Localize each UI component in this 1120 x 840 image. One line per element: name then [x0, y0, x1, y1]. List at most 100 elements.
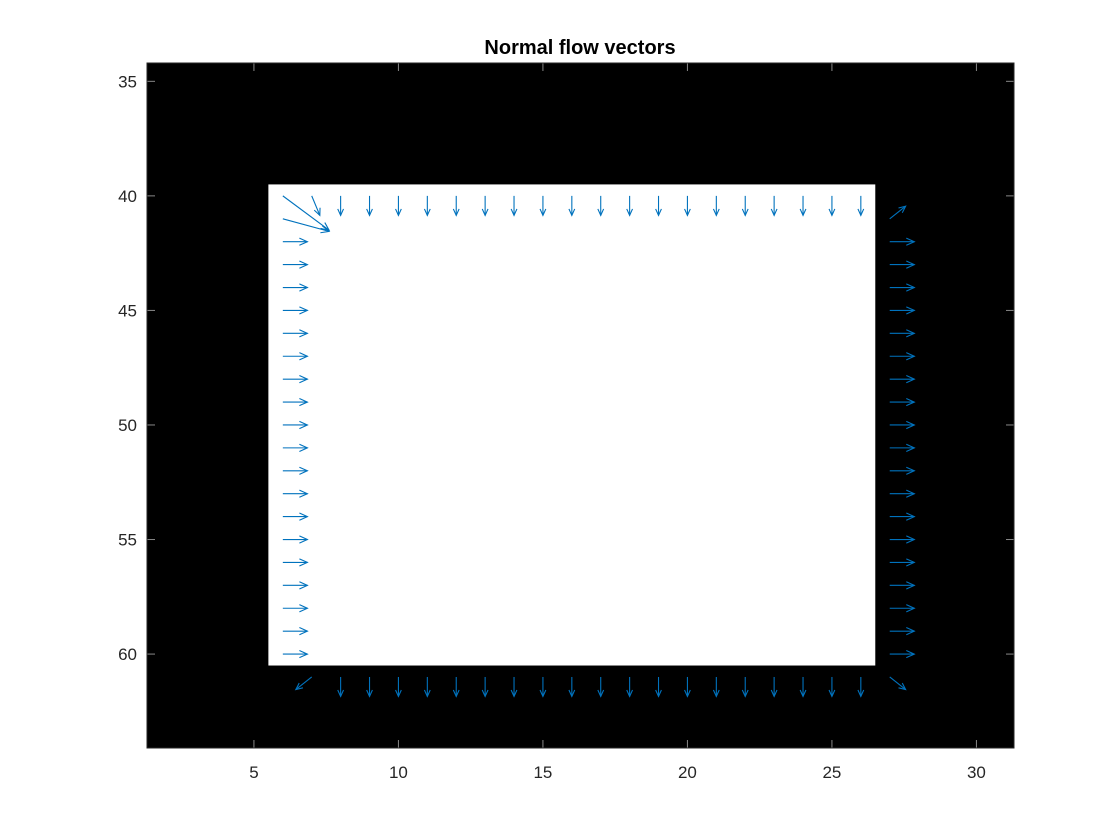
flow-vector [282, 283, 309, 292]
flow-vector [799, 195, 807, 217]
flow-vector [282, 420, 309, 430]
flow-vector [889, 466, 916, 475]
y-tick-label: 60 [118, 645, 137, 664]
flow-vector [282, 375, 309, 384]
flow-vector [452, 676, 460, 698]
flow-vector [889, 260, 916, 269]
flow-vector [889, 420, 916, 430]
x-tick-label: 20 [678, 763, 697, 782]
flow-vector [889, 205, 907, 220]
flow-vector [655, 195, 662, 217]
flow-vector [655, 676, 662, 698]
y-tick-label: 35 [118, 72, 137, 91]
y-tick-label: 40 [118, 187, 137, 206]
flow-vector [889, 558, 916, 567]
x-tick-label: 5 [249, 763, 258, 782]
flow-vector [889, 306, 916, 315]
flow-vector [539, 676, 547, 698]
flow-vector [282, 512, 309, 521]
flow-vector [282, 627, 309, 636]
flow-vector [712, 195, 720, 217]
flow-vector [889, 283, 916, 292]
flow-vector [282, 195, 331, 232]
flow-vector [684, 676, 691, 698]
x-tick-label: 25 [822, 763, 841, 782]
flow-vector [828, 676, 836, 698]
flow-vector [889, 649, 916, 659]
flow-vector [481, 676, 489, 698]
flow-vector [889, 352, 916, 361]
flow-vector [282, 306, 309, 315]
image-region [268, 184, 876, 666]
x-axis-tick-labels: 5 10 15 20 25 30 [249, 763, 986, 782]
flow-vector [423, 195, 431, 217]
flow-vector [395, 676, 402, 698]
flow-vector [857, 195, 865, 217]
flow-vector [282, 397, 309, 407]
flow-vector [597, 676, 605, 698]
flow-vector [452, 195, 460, 217]
flow-vector [889, 535, 916, 544]
flow-vector [366, 195, 373, 217]
flow-vector [282, 329, 309, 338]
flow-vector [282, 581, 309, 590]
flow-vector [889, 604, 916, 613]
y-axis-tick-labels: 35 40 45 50 55 60 [118, 72, 137, 664]
x-tick-label: 30 [967, 763, 986, 782]
y-tick-label: 50 [118, 416, 137, 435]
flow-vector [337, 676, 345, 698]
flow-vector [510, 195, 518, 217]
flow-vector [568, 195, 576, 217]
flow-vector [282, 649, 309, 659]
flow-vector [741, 195, 749, 217]
flow-vector [395, 195, 402, 217]
flow-vector [889, 443, 916, 452]
flow-vector [294, 676, 313, 691]
flow-vector [282, 604, 309, 613]
flow-vector [282, 443, 309, 452]
flow-vector [423, 676, 431, 698]
x-tick-label: 10 [389, 763, 408, 782]
flow-vector [889, 237, 916, 246]
flow-vector [597, 195, 605, 217]
flow-vector [282, 466, 309, 475]
y-tick-label: 45 [118, 301, 137, 320]
flow-vector [889, 512, 916, 521]
x-tick-label: 15 [533, 763, 552, 782]
chart-title: Normal flow vectors [484, 37, 675, 59]
flow-vector [889, 581, 916, 590]
flow-vector [481, 195, 489, 217]
flow-vector [366, 676, 373, 698]
flow-vector [282, 237, 309, 246]
flow-vector [828, 195, 836, 217]
flow-vector [626, 676, 634, 698]
flow-vector [741, 676, 749, 698]
flow-vector [889, 375, 916, 384]
flow-vector [626, 195, 634, 217]
flow-vector [311, 195, 321, 217]
flow-vector [539, 195, 547, 217]
flow-vector [684, 195, 691, 217]
flow-vector [712, 676, 720, 698]
flow-vector [568, 676, 576, 698]
flow-vector [282, 558, 309, 567]
axes-frame [146, 62, 1015, 749]
y-tick-label: 55 [118, 531, 137, 550]
vector-field [282, 195, 916, 698]
plot-axes [146, 62, 1015, 749]
flow-vector [282, 218, 331, 234]
flow-vector [282, 489, 309, 498]
flow-vector [337, 195, 345, 217]
flow-vector [889, 489, 916, 498]
axis-ticks [147, 63, 1014, 748]
flow-vector [889, 676, 907, 691]
flow-vector [857, 676, 865, 698]
flow-vector [282, 535, 309, 544]
flow-vector [282, 260, 309, 269]
flow-vector [889, 329, 916, 338]
flow-vector [770, 676, 778, 698]
flow-vector [282, 352, 309, 361]
flow-vector [510, 676, 518, 698]
flow-vector [889, 397, 916, 407]
